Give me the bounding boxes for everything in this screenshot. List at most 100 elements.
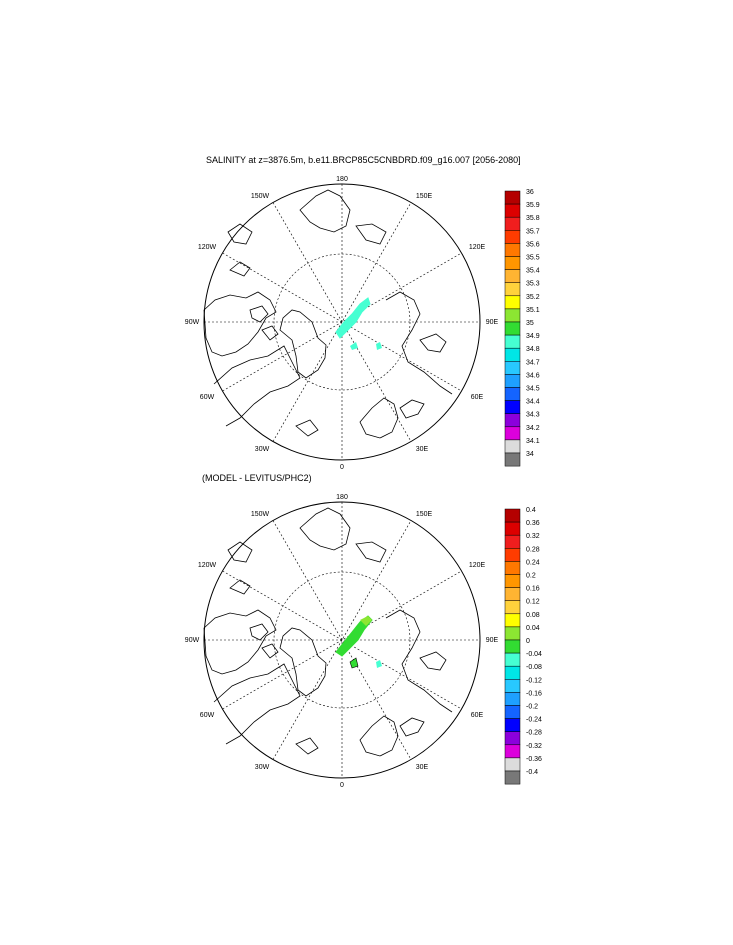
- longitude-label-0: 0: [340, 464, 344, 471]
- colorbar-swatch: [504, 413, 521, 428]
- colorbar-swatch: [504, 652, 521, 667]
- colorbar-swatch: [504, 282, 521, 297]
- colorbar-swatch: [504, 574, 521, 588]
- salinity-map-panel: 180 150E 120E 90E 60E 30E 0 30W 60W 90W 120W 150W 3…: [185, 176, 540, 471]
- colorbar-tick-label: 34.7: [526, 359, 540, 366]
- colorbar-swatch: [504, 731, 521, 746]
- colorbar-tick-label: 34.1: [526, 438, 540, 445]
- colorbar-tick-label: -0.04: [526, 651, 542, 658]
- longitude-label-0: 0: [340, 782, 344, 789]
- longitude-label-150w: 150W: [251, 193, 270, 200]
- colorbar-swatch: [504, 295, 521, 310]
- colorbar-tick-label: -0.12: [526, 677, 542, 684]
- colorbar-swatch: [504, 243, 521, 257]
- colorbar-swatch: [504, 757, 521, 772]
- map-title-salinity: SALINITY at z=3876.5m, b.e11.BRCP85C5CNB…: [206, 155, 521, 165]
- salinity-patches: [335, 297, 382, 350]
- longitude-label-90e: 90E: [486, 319, 499, 326]
- longitude-label-30w: 30W: [255, 446, 270, 453]
- colorbar-tick-label: -0.08: [526, 664, 542, 671]
- colorbar-swatch: [504, 613, 521, 628]
- colorbar-tick-label: 34: [526, 451, 534, 458]
- colorbar-tick-label: 35.9: [526, 202, 540, 209]
- colorbar-tick-label: 34.5: [526, 386, 540, 393]
- colorbar-tick-label: 35.2: [526, 294, 540, 301]
- graticule: [204, 184, 480, 460]
- longitude-label-180: 180: [336, 176, 348, 183]
- colorbar-tick-label: 34.4: [526, 399, 540, 406]
- colorbar-tick-label: 0.36: [526, 520, 540, 527]
- colorbar-swatch: [504, 256, 521, 270]
- salinity-colorbar: 36 35.9 35.8 35.7 35.6 35.5 35.4 35.3 35.2 35.1 35…: [504, 189, 540, 467]
- graticule: [204, 502, 480, 778]
- colorbar-tick-label: -0.2: [526, 704, 538, 711]
- colorbar-swatch: [504, 321, 521, 336]
- colorbar-tick-label: 0.28: [526, 546, 540, 553]
- longitude-label-120e: 120E: [469, 562, 486, 569]
- colorbar-swatch: [504, 426, 521, 441]
- colorbar-tick-label: 34.9: [526, 333, 540, 340]
- longitude-label-30e: 30E: [416, 764, 429, 771]
- colorbar-swatch: [504, 521, 521, 536]
- longitude-label-90w: 90W: [185, 319, 200, 326]
- colorbar-swatch: [504, 308, 521, 323]
- colorbar-tick-label: -0.4: [526, 769, 538, 776]
- colorbar-swatch: [504, 400, 521, 414]
- colorbar-tick-label: 35.7: [526, 228, 540, 235]
- difference-map-panel: 180 150E 120E 90E 60E 30E 0 30W 60W 90W 120W 150W 0…: [185, 494, 542, 789]
- colorbar-tick-label: 0.12: [526, 599, 540, 606]
- longitude-label-60e: 60E: [471, 712, 484, 719]
- longitude-labels: 180 150E 120E 90E 60E 30E 0 30W 60W 90W 120W 150W: [185, 176, 499, 471]
- colorbar-tick-label: 35.5: [526, 255, 540, 262]
- longitude-label-60e: 60E: [471, 394, 484, 401]
- colorbar-swatch: [504, 665, 521, 680]
- longitude-label-120w: 120W: [198, 244, 217, 251]
- colorbar-swatch: [504, 692, 521, 706]
- longitude-label-150w: 150W: [251, 511, 270, 518]
- colorbar-tick-label: 35.1: [526, 307, 540, 314]
- colorbar-tick-label: 34.8: [526, 346, 540, 353]
- colorbar-tick-label: 35: [526, 320, 534, 327]
- difference-colorbar: 0.4 0.36 0.32 0.28 0.24 0.2 0.16 0.12 0.08 0.04 0 -…: [504, 507, 542, 785]
- colorbar-tick-label: 34.2: [526, 425, 540, 432]
- longitude-label-120e: 120E: [469, 244, 486, 251]
- colorbar-swatch: [504, 230, 521, 244]
- colorbar-tick-label: 0.08: [526, 612, 540, 619]
- colorbar-tick-label: 0.16: [526, 586, 540, 593]
- longitude-label-180: 180: [336, 494, 348, 501]
- colorbar-tick-label: -0.28: [526, 730, 542, 737]
- colorbar-swatch: [504, 387, 521, 401]
- colorbar-tick-label: -0.36: [526, 756, 542, 763]
- colorbar-tick-label: 35.8: [526, 215, 540, 222]
- colorbar-swatch: [504, 600, 521, 615]
- colorbar-tick-label: 36: [526, 189, 534, 196]
- colorbar-swatch: [504, 718, 521, 732]
- colorbar-tick-label: 0.32: [526, 533, 540, 540]
- colorbar-swatch: [504, 770, 521, 785]
- colorbar-swatch: [504, 374, 521, 388]
- difference-patches: [335, 615, 382, 669]
- colorbar-tick-label: 34.3: [526, 412, 540, 419]
- colorbar-swatch: [504, 744, 521, 759]
- colorbar-tick-label: 34.6: [526, 372, 540, 379]
- longitude-label-60w: 60W: [200, 712, 215, 719]
- colorbar-tick-label: 0.04: [526, 625, 540, 632]
- longitude-label-150e: 150E: [416, 511, 433, 518]
- colorbar-swatch: [504, 508, 521, 523]
- longitude-label-90e: 90E: [486, 637, 499, 644]
- colorbar-tick-label: 0: [526, 638, 530, 645]
- longitude-label-150e: 150E: [416, 193, 433, 200]
- colorbar-swatch: [504, 203, 521, 218]
- longitude-labels: 180 150E 120E 90E 60E 30E 0 30W 60W 90W 120W 150W: [185, 494, 499, 789]
- colorbar-swatch: [504, 587, 521, 601]
- colorbar-swatch: [504, 561, 521, 575]
- colorbar-tick-label: -0.32: [526, 743, 542, 750]
- colorbar-swatch: [504, 639, 521, 654]
- colorbar-tick-label: -0.16: [526, 690, 542, 697]
- colorbar-swatch: [504, 334, 521, 349]
- colorbar-swatch: [504, 190, 521, 205]
- colorbar-swatch: [504, 534, 521, 549]
- longitude-label-30e: 30E: [416, 446, 429, 453]
- colorbar-swatch: [504, 452, 521, 467]
